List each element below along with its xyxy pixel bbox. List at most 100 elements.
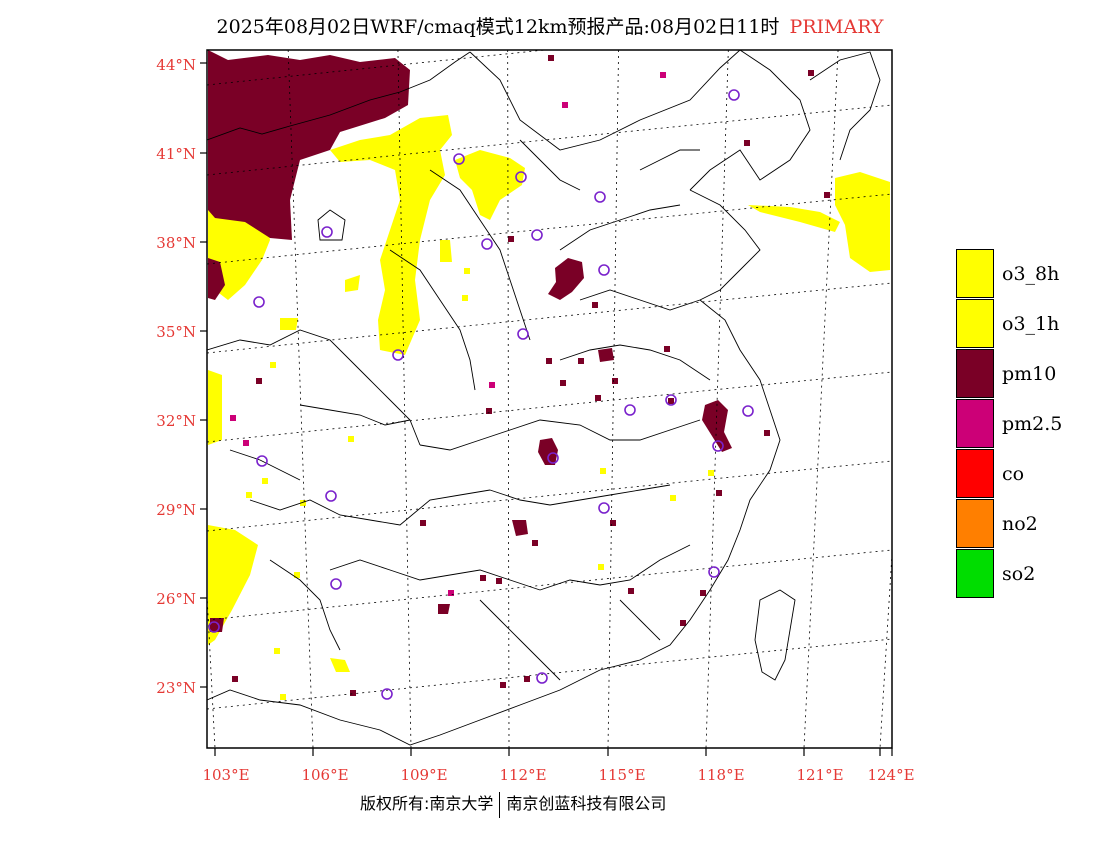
parallel-line-4: [207, 282, 892, 354]
boundary-line-27: [519, 139, 581, 191]
pollution-region-o3-9: [345, 275, 360, 292]
station-marker-21: [708, 566, 720, 578]
station-marker-19: [598, 502, 610, 514]
station-marker-8: [598, 264, 610, 276]
legend-swatch-o3-1h: [956, 299, 994, 348]
lon-label-103: 103°E: [202, 766, 250, 784]
pollution-pixel-29: [592, 302, 598, 308]
station-marker-3: [515, 171, 527, 183]
legend-label-pm10: pm10: [1002, 363, 1057, 385]
map-frame: [206, 49, 893, 749]
station-marker-22: [381, 688, 393, 700]
lon-label-124: 124°E: [867, 766, 915, 784]
pollution-pixel-45: [274, 648, 280, 654]
boundary-line-24: [619, 599, 661, 641]
parallel-line-6: [207, 460, 892, 532]
pollution-pixel-17: [496, 578, 502, 584]
boundary-line-17: [389, 249, 476, 391]
pollution-region-pm10-8: [210, 618, 224, 632]
pollution-pixel-19: [595, 395, 601, 401]
parallel-line-2: [207, 104, 892, 176]
boundary-line-23: [479, 599, 561, 681]
pollution-pixel-33: [610, 520, 616, 526]
title-text: 2025年08月02日WRF/cmaq模式12km预报产品:08月02日11时: [216, 16, 780, 38]
pollution-pixel-30: [508, 236, 514, 242]
lat-label-26: 26°N: [156, 590, 196, 608]
station-marker-9: [253, 296, 265, 308]
boundary-line-16: [429, 169, 531, 341]
parallel-line-1: [207, 50, 549, 86]
copyright-footer: 版权所有:南京大学 南京创蓝科技有限公司: [360, 790, 666, 818]
boundary-line-25: [754, 589, 796, 681]
station-marker-12: [624, 404, 636, 416]
station-marker-15: [712, 440, 724, 452]
meridian-line-4: [507, 50, 510, 748]
lon-label-115: 115°E: [598, 766, 646, 784]
map-title: 2025年08月02日WRF/cmaq模式12km预报产品:08月02日11时 P…: [0, 12, 1100, 39]
pollution-pixel-13: [243, 440, 249, 446]
parallel-line-3: [207, 193, 892, 265]
pollution-pixel-31: [560, 380, 566, 386]
boundary-line-9: [207, 329, 421, 446]
pollution-pixel-16: [480, 575, 486, 581]
pollution-region-pm10-5: [702, 400, 732, 452]
station-markers: [208, 89, 754, 700]
station-marker-5: [321, 226, 333, 238]
legend-swatch-o3-8h: [956, 249, 994, 298]
pollution-pixel-23: [628, 588, 634, 594]
lon-label-106: 106°E: [301, 766, 349, 784]
pollution-region-pm10-3: [548, 258, 584, 300]
station-marker-10: [517, 328, 529, 340]
legend-swatch-pm10: [956, 349, 994, 398]
pollution-pixel-48: [280, 694, 286, 700]
pollution-region-o3-10: [440, 240, 452, 262]
boundary-line-18: [559, 204, 681, 251]
lon-label-118: 118°E: [697, 766, 745, 784]
station-marker-4: [594, 191, 606, 203]
lon-label-121: 121°E: [796, 766, 844, 784]
pollution-pixel-7: [546, 358, 552, 364]
pollution-region-o3-7: [208, 370, 222, 445]
grid-lines: [207, 50, 892, 748]
pollution-region-o3-2: [455, 150, 525, 220]
station-marker-18: [325, 490, 337, 502]
pollution-region-pm10-1: [208, 50, 410, 240]
parallel-line-5: [207, 371, 892, 443]
legend-label-no2: no2: [1002, 513, 1038, 535]
boundary-line-21: [229, 449, 301, 481]
boundary-line-3: [689, 50, 811, 191]
station-marker-20: [330, 578, 342, 590]
lat-label-35: 35°N: [156, 323, 196, 341]
parallel-line-8: [207, 638, 892, 710]
pollution-pixel-38: [262, 478, 268, 484]
meridian-line-6: [705, 50, 729, 748]
boundary-line-2: [469, 50, 741, 151]
footer-left: 版权所有:南京大学: [360, 794, 494, 813]
pollution-region-pm10-6: [512, 520, 528, 536]
pollution-region-pm10-4: [538, 438, 558, 465]
station-marker-1: [728, 89, 740, 101]
pollution-pixel-39: [300, 500, 306, 506]
pollution-pixel-1: [660, 72, 666, 78]
boundary-line-14: [329, 559, 541, 591]
boundary-line-15: [539, 544, 691, 591]
pollution-pixel-44: [348, 436, 354, 442]
boundary-line-26: [639, 149, 700, 171]
pollution-pixel-15: [420, 520, 426, 526]
parallel-line-7: [207, 549, 892, 621]
pollution-pixel-9: [612, 378, 618, 384]
meridian-line-3: [397, 50, 412, 748]
boundary-line-10: [419, 419, 701, 451]
station-marker-2: [453, 153, 465, 165]
pollution-region-o3-11: [330, 658, 350, 672]
meridian-line-8: [879, 547, 892, 748]
pollution-region-o3-1: [330, 115, 452, 355]
legend-label-o3-8h: o3_8h: [1002, 263, 1060, 285]
pollution-pixel-35: [824, 192, 830, 198]
pollution-pixel-49: [600, 468, 606, 474]
station-marker-23: [536, 672, 548, 684]
lat-label-38: 38°N: [156, 234, 196, 252]
meridian-line-7: [803, 50, 839, 748]
pollution-region-o3-4: [835, 172, 890, 272]
axis-ticks: [200, 62, 893, 756]
